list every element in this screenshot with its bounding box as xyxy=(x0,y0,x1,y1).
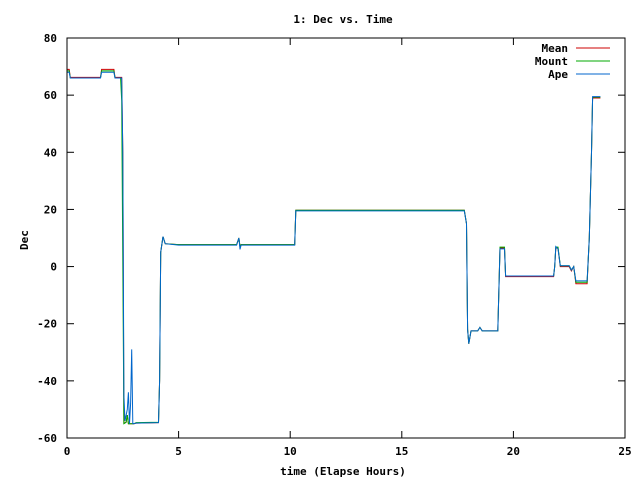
series-line-ape xyxy=(67,71,601,425)
tick-layer: 0 5 10 15 20 25 -60 -40 -20 0 20 40 60 80 xyxy=(37,32,632,458)
y-tick-label: 60 xyxy=(44,89,57,102)
y-tick-label: -40 xyxy=(37,375,57,388)
x-tick-label: 25 xyxy=(618,445,631,458)
x-tick-label: 20 xyxy=(507,445,520,458)
x-tick-label: 0 xyxy=(64,445,71,458)
y-tick-label: 0 xyxy=(50,261,57,274)
y-axis-label: Dec xyxy=(18,230,31,250)
legend-label-ape: Ape xyxy=(548,68,568,81)
y-tick-label: 40 xyxy=(44,146,57,159)
x-tick-label: 15 xyxy=(395,445,408,458)
y-tick-label: 80 xyxy=(44,32,57,45)
x-tick-label: 10 xyxy=(284,445,297,458)
plot-frame xyxy=(66,37,626,439)
series-layer xyxy=(67,68,601,425)
legend-label-mount: Mount xyxy=(535,55,568,68)
chart-title: 1: Dec vs. Time xyxy=(293,13,393,26)
y-tick-label: -60 xyxy=(37,432,57,445)
x-axis-label: time (Elapse Hours) xyxy=(280,465,406,478)
y-tick-label: -20 xyxy=(37,318,57,331)
y-tick-label: 20 xyxy=(44,203,57,216)
x-tick-label: 5 xyxy=(175,445,182,458)
legend-label-mean: Mean xyxy=(542,42,569,55)
